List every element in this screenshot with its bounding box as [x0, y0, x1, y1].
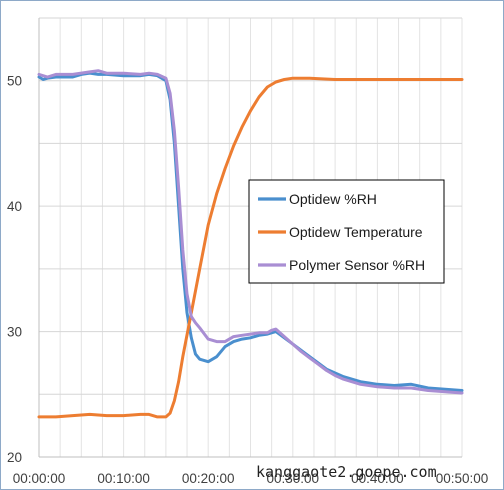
watermark-text: kanggaote2.goepe.com: [256, 463, 437, 481]
series-line-optidew-rh: [37, 71, 464, 392]
legend-entry-optidew-temperature: Optidew Temperature: [258, 224, 423, 240]
axes: [38, 18, 462, 458]
y-tick-label: 30: [7, 325, 22, 340]
x-tick-label: 00:00:00: [13, 471, 66, 486]
legend-label-polymer-sensor-rh: Polymer Sensor %RH: [289, 257, 425, 273]
x-tick-label: 00:10:00: [97, 471, 150, 486]
legend-entry-optidew-rh: Optidew %RH: [258, 191, 377, 207]
y-tick-label: 40: [7, 199, 22, 214]
legend-entry-polymer-sensor-rh: Polymer Sensor %RH: [258, 257, 425, 273]
x-tick-label: 00:50:00: [436, 471, 489, 486]
x-tick-label: 00:20:00: [182, 471, 235, 486]
legend: Optidew %RH Optidew Temperature Polymer …: [248, 179, 445, 284]
series-line-polymer-sensor-rh: [37, 69, 464, 395]
legend-label-optidew-temperature: Optidew Temperature: [289, 224, 423, 240]
legend-label-optidew-rh: Optidew %RH: [289, 191, 377, 207]
series-lines: [37, 69, 464, 419]
tick-labels: 20 30 40 50 00:00:00 00:10:00 00:20:00 00:30:00…: [7, 74, 488, 486]
y-tick-label: 20: [7, 450, 22, 465]
x-tick-label: 00:30:00: [267, 471, 320, 486]
x-tick-label: 00:40:00: [351, 471, 404, 486]
y-tick-label: 50: [7, 74, 22, 89]
series-line-optidew-temperature: [37, 76, 464, 419]
